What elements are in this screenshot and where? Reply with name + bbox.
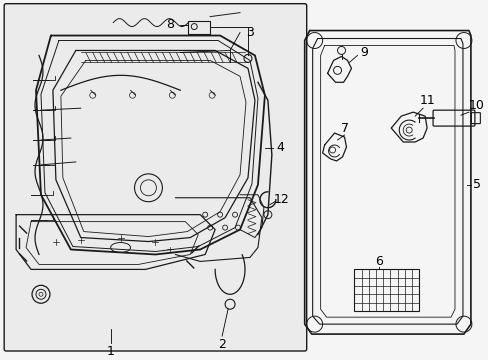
Text: 4: 4 — [275, 141, 283, 154]
Text: 3: 3 — [245, 26, 253, 39]
Text: 7: 7 — [340, 122, 348, 135]
FancyBboxPatch shape — [4, 4, 306, 351]
Text: 8: 8 — [166, 18, 174, 31]
Text: 2: 2 — [218, 338, 225, 351]
Text: 1: 1 — [106, 345, 114, 357]
Text: 10: 10 — [468, 99, 484, 112]
Text: 5: 5 — [472, 178, 480, 191]
Text: 9: 9 — [360, 46, 367, 59]
Bar — [354, 269, 418, 311]
Bar — [188, 21, 210, 33]
Text: 6: 6 — [375, 255, 383, 268]
Text: 11: 11 — [418, 94, 434, 107]
Text: 12: 12 — [273, 193, 289, 206]
